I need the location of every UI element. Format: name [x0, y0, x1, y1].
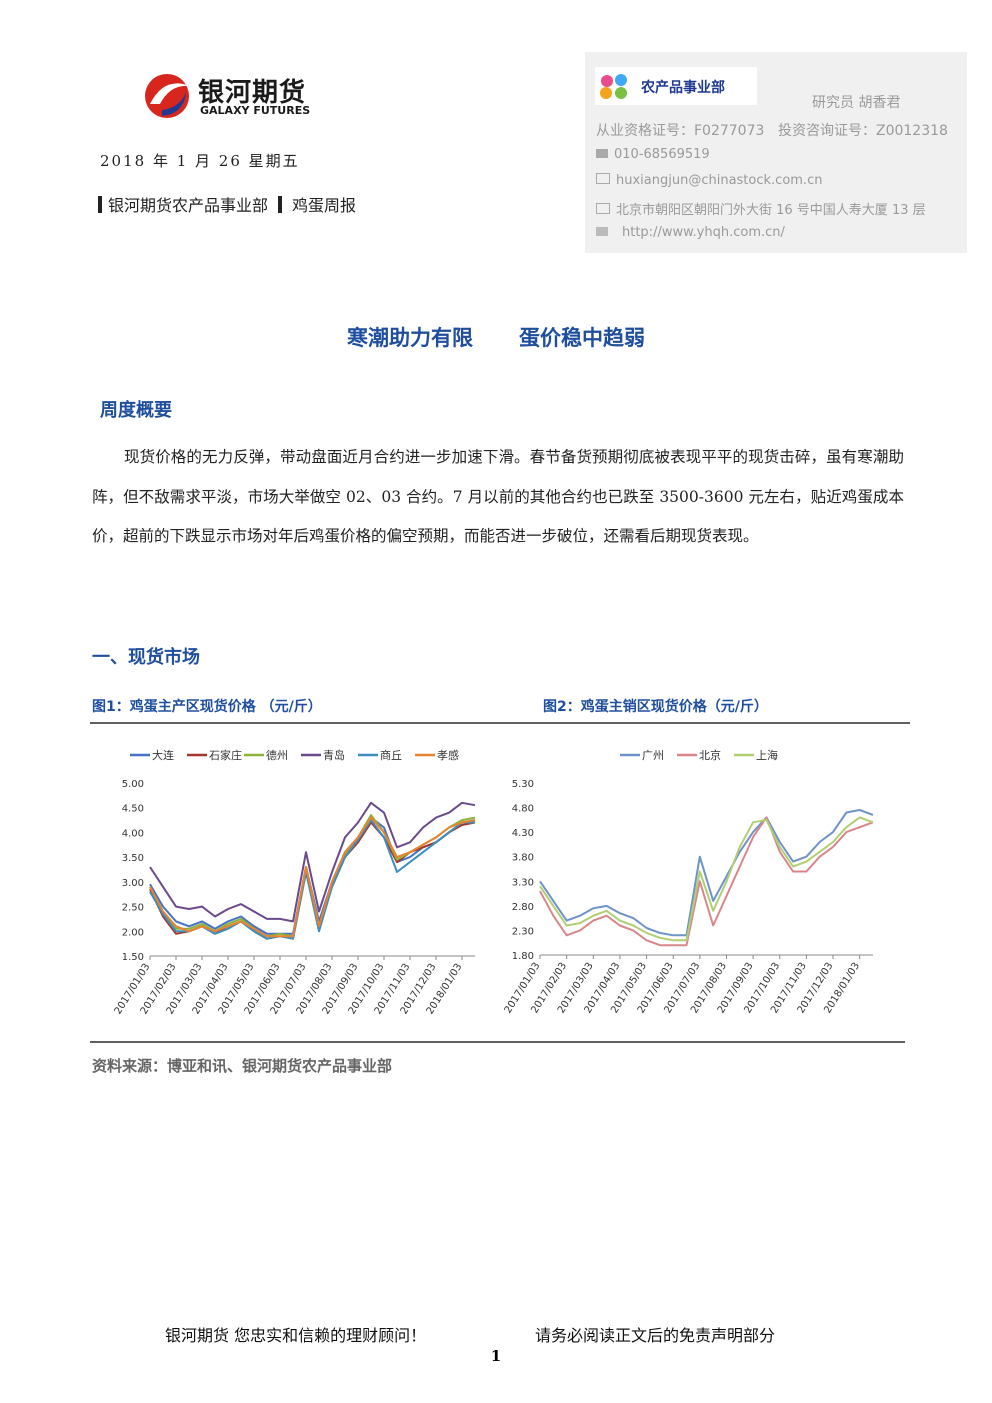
series-line — [539, 816, 874, 942]
y-tick-label: 2.50 — [122, 903, 144, 914]
title-part: 蛋价稳中趋弱 — [519, 326, 645, 350]
email: huxiangjun@chinastock.com.cn — [596, 173, 822, 188]
logo-mark — [145, 74, 190, 118]
footer-slogan: 银河期货 您忠实和信赖的理财顾问！ — [165, 1326, 427, 1345]
y-tick-label: 5.00 — [122, 779, 144, 790]
y-tick-label: 1.80 — [512, 951, 534, 962]
legend-label: 北京 — [699, 748, 721, 762]
footer-disclaimer: 请务必阅读正文后的免责声明部分 — [535, 1326, 776, 1345]
email-icon — [596, 173, 610, 184]
summary-paragraph: 现货价格的无力反弹，带动盘面近月合约进一步加速下滑。春节备货预期彻底被表现平平的… — [92, 448, 904, 545]
y-tick-label: 3.50 — [122, 853, 144, 864]
website-text: http://www.yhqh.com.cn/ — [622, 225, 785, 240]
badge-text: 农产品事业部 — [641, 80, 725, 96]
y-tick-label: 4.30 — [512, 828, 534, 839]
y-tick-label: 5.30 — [512, 779, 534, 790]
series-line — [149, 816, 476, 935]
report-date: 2018 年 1 月 26 星期五 — [100, 152, 300, 170]
phone-icon — [596, 149, 608, 158]
series-line — [539, 809, 874, 937]
logo-text: 银河期货 — [198, 78, 307, 108]
address: 北京市朝阳区朝阳门外大街 16 号中国人寿大厦 13 层 — [596, 199, 926, 218]
y-tick-label: 4.50 — [122, 804, 144, 815]
report-dept: 银河期货农产品事业部 鸡蛋周报 — [92, 192, 356, 216]
y-tick-label: 3.30 — [512, 877, 534, 888]
website: http://www.yhqh.com.cn/ — [596, 225, 785, 240]
y-tick-label: 2.30 — [512, 926, 534, 937]
y-tick-label: 4.00 — [122, 828, 144, 839]
website-icon — [596, 227, 608, 236]
legend-label: 广州 — [642, 749, 664, 762]
legend-label: 商丘 — [380, 748, 402, 762]
chart-title: 图1：鸡蛋主产区现货价格 （元/斤） — [92, 699, 322, 715]
address-text: 北京市朝阳区朝阳门外大街 16 号中国人寿大厦 13 层 — [616, 203, 926, 218]
series-line — [149, 816, 476, 938]
series-line — [149, 814, 476, 938]
series-line — [539, 816, 874, 947]
report-title: 寒潮助力有限 蛋价稳中趋弱 — [0, 322, 992, 352]
legend-label: 青岛 — [323, 748, 345, 762]
charts: 1.502.002.503.003.504.004.505.002017/01/… — [90, 722, 910, 1043]
badge-icon — [600, 74, 627, 99]
y-tick-label: 3.80 — [512, 853, 534, 864]
page-number: 1 — [490, 1347, 502, 1365]
logo-subtext: GALAXY FUTURES — [200, 104, 311, 117]
legend-label: 上海 — [756, 748, 778, 762]
address-icon — [596, 203, 610, 214]
y-tick-label: 2.80 — [512, 902, 534, 913]
y-tick-label: 3.00 — [122, 878, 144, 889]
title-part: 寒潮助力有限 — [347, 326, 473, 350]
legend-label: 孝感 — [437, 749, 459, 762]
section-heading: 周度概要 — [100, 400, 172, 421]
dept-badge: 农产品事业部 — [595, 67, 757, 105]
dept-name: 银河期货农产品事业部 — [108, 196, 269, 215]
legend-label: 德州 — [266, 748, 288, 762]
chart-title: 图2：鸡蛋主销区现货价格（元/斤） — [543, 699, 768, 715]
report-kind: 鸡蛋周报 — [292, 196, 357, 215]
phone-text: 010-68569519 — [614, 147, 710, 162]
y-tick-label: 2.00 — [122, 927, 144, 938]
y-tick-label: 1.50 — [122, 952, 144, 963]
series-line — [149, 801, 476, 923]
email-text: huxiangjun@chinastock.com.cn — [616, 173, 823, 188]
phone: 010-68569519 — [596, 147, 710, 162]
legend-label: 石家庄 — [209, 748, 242, 762]
license: 从业资格证号：F0277073 — [596, 123, 765, 139]
analyst: 研究员 胡香君 — [812, 95, 901, 111]
source-note: 资料来源：博亚和讯、银河期货农产品事业部 — [92, 1057, 393, 1075]
y-tick-label: 4.80 — [512, 804, 534, 815]
section-heading: 一、现货市场 — [92, 647, 200, 668]
consult-license: 投资咨询证号：Z0012318 — [778, 123, 948, 139]
legend-label: 大连 — [152, 748, 174, 762]
